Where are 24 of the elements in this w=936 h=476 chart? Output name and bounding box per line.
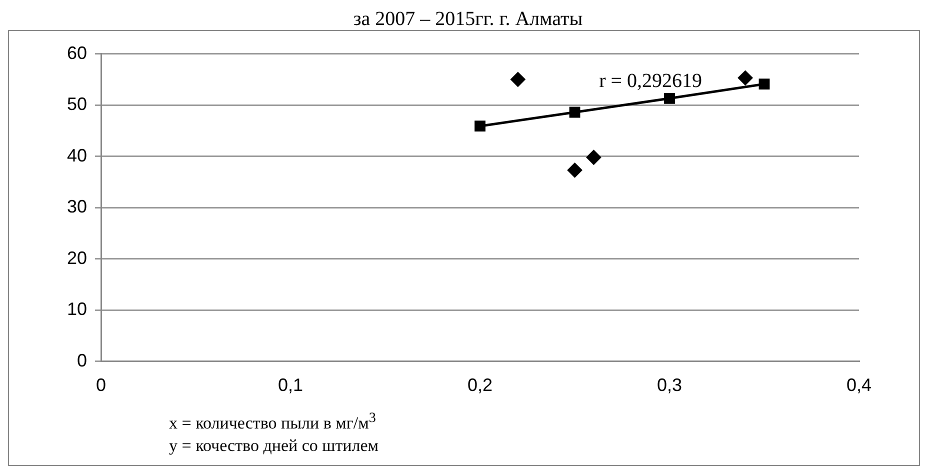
point bbox=[569, 106, 580, 118]
y-tick-label: 30 bbox=[66, 196, 88, 217]
x-tick-label: 0,2 bbox=[467, 375, 493, 396]
x-tick-label: 0,4 bbox=[846, 375, 872, 396]
x-tick-label: 0,1 bbox=[278, 375, 304, 396]
y-tick-label: 60 bbox=[66, 42, 88, 63]
point bbox=[738, 70, 753, 86]
chart-title: за 2007 – 2015гг. г. Алматы bbox=[352, 8, 584, 30]
point bbox=[510, 72, 526, 87]
point bbox=[758, 78, 770, 90]
point bbox=[664, 92, 675, 104]
y-tick-label: 50 bbox=[66, 94, 88, 114]
x-tick-label: 0 bbox=[96, 375, 106, 396]
y-tick-label: 10 bbox=[66, 299, 88, 320]
text: y = кочество дней со штилем bbox=[169, 434, 379, 457]
y-tick-label: 0 bbox=[77, 350, 88, 370]
point bbox=[474, 120, 486, 132]
point bbox=[567, 162, 582, 178]
text: x = количество пыли в мг/м$^{3}$ bbox=[169, 409, 377, 435]
y-tick-label: 40 bbox=[66, 145, 88, 166]
y-tick-label: 20 bbox=[66, 248, 88, 268]
x-tick-label: 0,3 bbox=[656, 375, 682, 396]
point bbox=[586, 150, 602, 165]
annotation: r = 0,292619 bbox=[599, 70, 702, 92]
